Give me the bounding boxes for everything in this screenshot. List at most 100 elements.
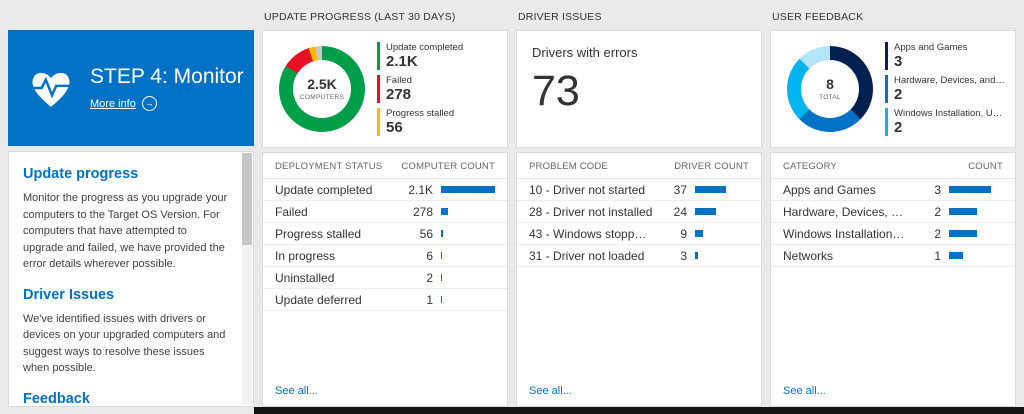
user-feedback-table-card: CATEGORY COUNT Apps and Games 3 Hardware… — [770, 152, 1016, 407]
user-feedback-legend: Apps and Games 3 Hardware, Devices, and … — [885, 41, 1007, 137]
row-value: 24 — [673, 204, 687, 219]
drivers-with-errors-label: Drivers with errors — [532, 45, 638, 60]
table-row[interactable]: Networks 1 — [771, 245, 1015, 267]
step-tile-text: STEP 4: Monitor More info → — [90, 65, 244, 112]
table-header: DEPLOYMENT STATUS COMPUTER COUNT — [263, 153, 507, 179]
scrollbar-thumb[interactable] — [242, 153, 252, 245]
table-row[interactable]: Uninstalled 2 — [263, 267, 507, 289]
row-bar — [441, 208, 495, 215]
table-row[interactable]: Apps and Games 3 — [771, 179, 1015, 201]
row-value: 6 — [426, 248, 433, 263]
row-label: Networks — [783, 248, 834, 263]
table-row[interactable]: 10 - Driver not started 37 — [517, 179, 761, 201]
row-label: Failed — [275, 204, 308, 219]
row-bar — [441, 296, 495, 303]
legend-item: Update completed 2.1K — [377, 41, 499, 70]
row-bar — [949, 186, 1003, 193]
donut-center: 8 TOTAL — [801, 60, 859, 118]
update-progress-table-card: DEPLOYMENT STATUS COMPUTER COUNT Update … — [262, 152, 508, 407]
driver-issues-stat-card: Drivers with errors 73 — [516, 30, 762, 148]
row-value: 56 — [419, 226, 433, 241]
table-header-label: DEPLOYMENT STATUS — [275, 161, 383, 172]
legend-label: Progress stalled — [386, 108, 455, 120]
user-feedback-donut-chart[interactable]: 8 TOTAL — [787, 46, 873, 132]
row-label: Uninstalled — [275, 270, 335, 285]
donut-center-label: COMPUTERS — [299, 93, 345, 101]
legend-item: Windows Installation, Update, and... 2 — [885, 108, 1007, 137]
column-header-user-feedback: USER FEEDBACK — [772, 11, 864, 23]
table-row[interactable]: Windows Installation, Update,... 2 — [771, 223, 1015, 245]
table-header-label: CATEGORY — [783, 161, 838, 172]
row-label: Hardware, Devices, and Drivers — [783, 204, 907, 219]
table-row[interactable]: 31 - Driver not loaded 3 — [517, 245, 761, 267]
row-label: 28 - Driver not installed — [529, 204, 653, 219]
see-all-link[interactable]: See all... — [783, 385, 826, 397]
table-header-value: COMPUTER COUNT — [401, 161, 495, 172]
table-header: PROBLEM CODE DRIVER COUNT — [517, 153, 761, 179]
row-label: Progress stalled — [275, 226, 362, 241]
row-bar — [441, 230, 495, 237]
table-row[interactable]: Failed 278 — [263, 201, 507, 223]
overview-heading-update-progress: Update progress — [23, 166, 139, 182]
see-all-link[interactable]: See all... — [275, 385, 318, 397]
legend-label: Windows Installation, Update, and... — [894, 108, 1007, 120]
update-progress-donut-chart[interactable]: 2.5K COMPUTERS — [279, 46, 365, 132]
donut-center-value: 8 — [826, 76, 834, 93]
driver-issues-table-card: PROBLEM CODE DRIVER COUNT 10 - Driver no… — [516, 152, 762, 407]
drivers-with-errors-count: 73 — [532, 67, 580, 115]
legend-value: 56 — [386, 119, 403, 137]
table-row[interactable]: 28 - Driver not installed 24 — [517, 201, 761, 223]
table-row[interactable]: 43 - Windows stopped the devi... 9 — [517, 223, 761, 245]
legend-value: 2 — [894, 119, 903, 137]
scrollbar-track[interactable] — [242, 153, 252, 405]
heart-pulse-icon — [31, 72, 71, 107]
legend-value: 278 — [386, 85, 412, 103]
legend-value: 2 — [894, 85, 903, 103]
legend-item: Failed 278 — [377, 74, 499, 104]
legend-marker — [377, 41, 380, 70]
table-header-value: DRIVER COUNT — [674, 161, 749, 172]
overview-heading-driver-issues: Driver Issues — [23, 286, 115, 303]
overview-card: Update progress Monitor the progress as … — [8, 151, 254, 407]
table-header: CATEGORY COUNT — [771, 153, 1015, 179]
row-label: 31 - Driver not loaded — [529, 248, 645, 263]
more-info-link[interactable]: More info — [90, 97, 136, 110]
table-row[interactable]: Update completed 2.1K — [263, 179, 507, 201]
column-driver-issues: DRIVER ISSUES Drivers with errors 73 PRO… — [516, 0, 762, 407]
row-value: 2 — [934, 226, 941, 241]
column-header-update-progress: UPDATE PROGRESS (LAST 30 DAYS) — [264, 11, 456, 23]
user-feedback-chart-card: 8 TOTAL Apps and Games 3 Hardware, Devic… — [770, 30, 1016, 148]
table-row[interactable]: Hardware, Devices, and Drivers 2 — [771, 201, 1015, 223]
column-step-monitor: STEP 4: Monitor More info → Update progr… — [8, 0, 254, 407]
row-bar — [441, 252, 495, 259]
row-value: 2 — [934, 204, 941, 219]
step-tile[interactable]: STEP 4: Monitor More info → — [8, 30, 254, 146]
row-bar — [441, 186, 495, 193]
row-bar — [949, 230, 1003, 237]
row-value: 1 — [934, 248, 941, 263]
see-all-link[interactable]: See all... — [529, 385, 572, 397]
row-label: Update completed — [275, 182, 373, 197]
table-row[interactable]: In progress 6 — [263, 245, 507, 267]
arrow-right-icon[interactable]: → — [141, 96, 157, 112]
overview-body-update-progress: Monitor the progress as you upgrade your… — [23, 192, 228, 270]
table-header-label: PROBLEM CODE — [529, 161, 608, 172]
overview-heading-feedback: Feedback — [23, 390, 90, 407]
row-bar — [695, 252, 749, 259]
row-bar — [695, 186, 749, 193]
legend-value: 2.1K — [386, 52, 418, 70]
row-value: 3 — [934, 182, 941, 197]
row-value: 278 — [412, 204, 433, 219]
update-progress-chart-card: 2.5K COMPUTERS Update completed 2.1K Fai… — [262, 30, 508, 148]
table-row[interactable]: Progress stalled 56 — [263, 223, 507, 245]
legend-label: Update completed — [386, 41, 464, 53]
table-row[interactable]: Update deferred 1 — [263, 289, 507, 311]
legend-marker — [885, 41, 888, 70]
column-user-feedback: USER FEEDBACK 8 TOTAL Apps and Games 3 — [770, 0, 1016, 407]
row-bar — [695, 230, 749, 237]
row-value: 3 — [680, 248, 687, 263]
legend-label: Apps and Games — [894, 41, 968, 53]
update-progress-legend: Update completed 2.1K Failed 278 Progres… — [377, 41, 499, 137]
legend-item: Progress stalled 56 — [377, 108, 499, 137]
row-value: 9 — [680, 226, 687, 241]
